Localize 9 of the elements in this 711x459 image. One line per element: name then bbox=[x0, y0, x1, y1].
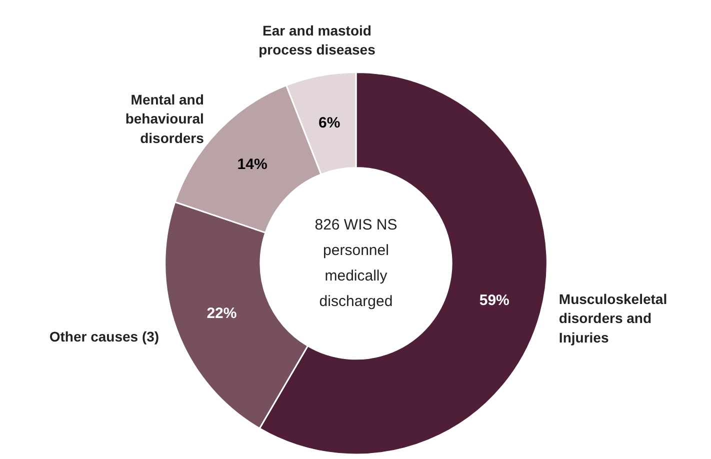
slice-label: Ear and mastoid process diseases bbox=[258, 22, 376, 58]
slice-label: Musculoskeletal disorders and Injuries bbox=[558, 290, 668, 346]
slice-label: Other causes (3) bbox=[49, 328, 160, 345]
data-label: 59% bbox=[479, 292, 510, 310]
data-label: 14% bbox=[237, 156, 268, 174]
data-label: 22% bbox=[206, 304, 237, 322]
slice-label: Mental and behavioural disorders bbox=[125, 91, 204, 146]
data-label: 6% bbox=[318, 114, 340, 132]
text: 826 WIS NS personnel medically discharged bbox=[314, 216, 398, 310]
